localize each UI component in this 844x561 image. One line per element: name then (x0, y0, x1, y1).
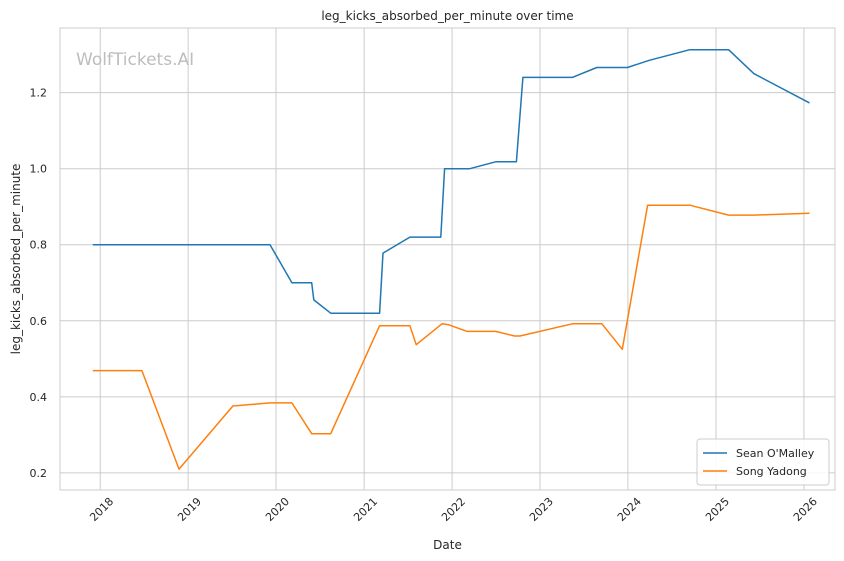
y-axis-ticks: 0.2 0.4 0.6 0.8 1.0 1.2 (30, 87, 48, 480)
y-tick-label: 0.2 (30, 467, 48, 480)
series-lines (92, 48, 810, 470)
legend: Sean O'Malley Song Yadong (696, 438, 830, 486)
plot-frame (59, 27, 836, 491)
legend-label-1: Song Yadong (736, 465, 807, 478)
legend-label-0: Sean O'Malley (736, 447, 815, 460)
legend-box (696, 438, 830, 486)
chart-title: leg_kicks_absorbed_per_minute over time (321, 9, 573, 23)
series-line-0 (92, 48, 810, 314)
y-axis-label: leg_kicks_absorbed_per_minute (9, 164, 23, 355)
y-tick-label: 0.8 (30, 239, 48, 252)
y-tick-label: 0.4 (30, 391, 48, 404)
watermark: WolfTickets.AI (76, 50, 194, 70)
series-line-1 (92, 204, 810, 470)
y-tick-label: 1.0 (30, 163, 48, 176)
y-tick-label: 0.6 (30, 315, 48, 328)
y-tick-label: 1.2 (30, 87, 48, 100)
x-axis-label: Date (433, 538, 462, 552)
